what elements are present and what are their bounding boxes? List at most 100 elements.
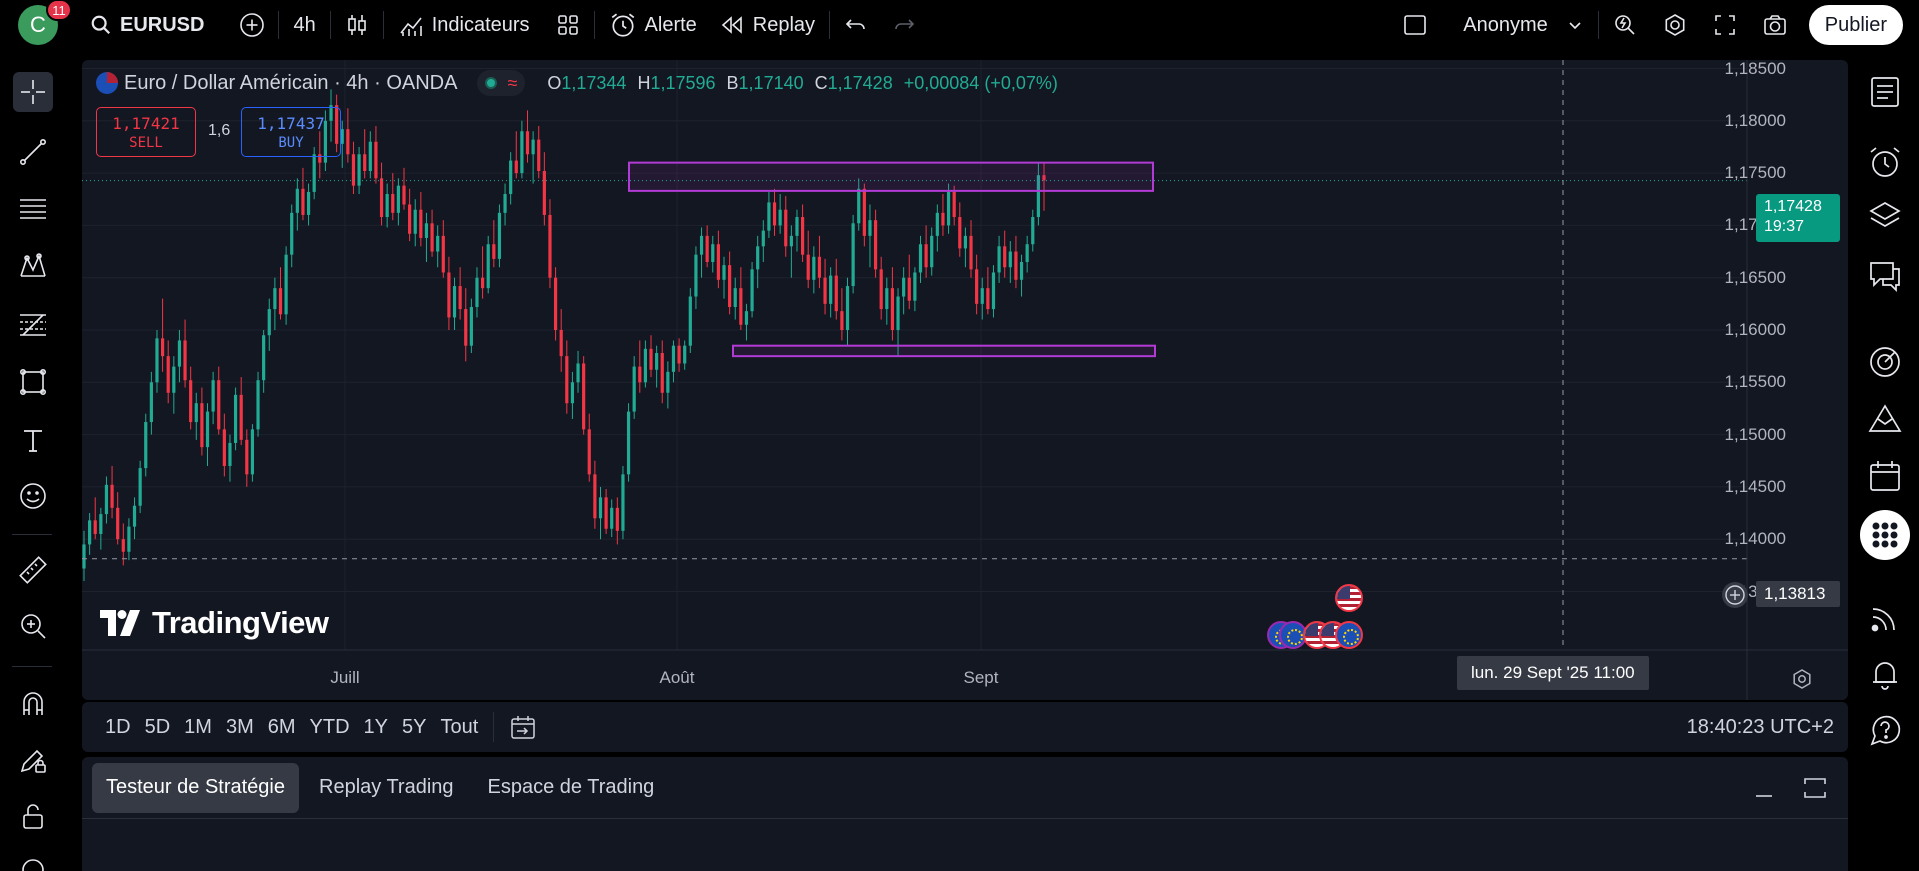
price-tick-label: 1,15500 [1724, 372, 1786, 392]
fib-tool-button[interactable] [13, 304, 53, 344]
candle-body [424, 223, 429, 238]
low-value: 1,17140 [738, 72, 804, 93]
text-tool-button[interactable] [13, 420, 53, 460]
candle-body [351, 154, 356, 186]
pattern-tool-button[interactable] [13, 246, 53, 286]
range-button-1y[interactable]: 1Y [363, 715, 389, 738]
range-button-3m[interactable]: 3M [225, 715, 254, 738]
magnet-tool-button[interactable] [13, 684, 53, 724]
horizontal-lines-tool-button[interactable] [13, 188, 53, 228]
range-button-1m[interactable]: 1M [184, 715, 212, 738]
candle-body [262, 335, 266, 381]
sell-button[interactable]: 1,17421 SELL [96, 107, 196, 157]
crosshair-time-label: lun. 29 Sept '25 11:00 [1457, 656, 1649, 690]
ideas-button[interactable] [1863, 396, 1907, 440]
axis-settings-button[interactable] [1790, 667, 1814, 691]
range-button-5d[interactable]: 5D [144, 715, 171, 738]
candle-body [82, 544, 86, 569]
candle-body [166, 356, 170, 393]
lock-drawings-button[interactable] [13, 796, 53, 836]
top-toolbar: C 11 EURUSD 4h Indicateurs Alerte Replay [0, 0, 1919, 50]
calendar-arrow-icon [511, 716, 536, 739]
rectangle-tool-button[interactable] [13, 362, 53, 402]
object-tree-button[interactable] [1863, 194, 1907, 238]
maximize-icon[interactable] [1802, 775, 1828, 801]
buy-button[interactable]: 1,17437 BUY [241, 107, 341, 157]
zoom-tool-button[interactable] [13, 606, 53, 646]
candle-body [655, 353, 659, 370]
range-button-tout[interactable]: Tout [440, 715, 479, 738]
indicators-button[interactable]: Indicateurs [390, 6, 538, 44]
candle-body [116, 507, 120, 540]
range-button-ytd[interactable]: YTD [309, 715, 350, 738]
crosshair-tool-button[interactable] [13, 72, 53, 112]
price-tick-label: 1,18000 [1724, 110, 1786, 130]
interval-button[interactable]: 4h [285, 6, 323, 44]
symbol-search-button[interactable]: EURUSD [82, 6, 212, 44]
candle-body [402, 185, 406, 205]
eu-event-marker[interactable] [1335, 621, 1363, 649]
products-button[interactable] [1860, 510, 1910, 560]
bottom-tab-1[interactable]: Replay Trading [319, 776, 454, 798]
candle-body [941, 212, 945, 226]
alerts-panel-button[interactable] [1863, 140, 1907, 184]
help-button[interactable] [1863, 708, 1907, 752]
chart-pane[interactable]: Euro / Dollar Américain · 4h · OANDA ≈ O… [82, 60, 1848, 700]
watchlist-button[interactable] [1863, 70, 1907, 114]
chat-button[interactable] [1863, 254, 1907, 298]
bottom-tab-2[interactable]: Espace de Trading [487, 776, 655, 798]
calendar-button[interactable] [1863, 454, 1907, 498]
tradingview-logo[interactable]: TradingView [100, 605, 329, 641]
publish-button[interactable]: Publier [1808, 5, 1903, 45]
user-avatar[interactable]: C 11 [18, 0, 72, 45]
toolbar-divider [493, 712, 495, 742]
trend-line-tool-button[interactable] [13, 132, 53, 172]
hide-drawings-button[interactable] [13, 850, 53, 871]
range-buttons: 1D 5D 1M 3M 6M YTD 1Y 5Y Tout [98, 709, 485, 745]
candle-body [464, 309, 468, 346]
snapshot-button[interactable] [1755, 6, 1795, 44]
range-button-1d[interactable]: 1D [105, 715, 131, 738]
chart-title[interactable]: Euro / Dollar Américain · 4h · OANDA [124, 71, 458, 94]
streams-button[interactable] [1863, 596, 1907, 640]
measure-tool-button[interactable] [13, 550, 53, 590]
candle-body [88, 520, 92, 545]
range-button-6m[interactable]: 6M [267, 715, 296, 738]
layout-name-menu[interactable]: Anonyme [1455, 6, 1592, 44]
candle-body [99, 514, 103, 534]
gauge-icon [1870, 347, 1900, 377]
draw-mode-tool-button[interactable] [13, 740, 53, 780]
undo-button[interactable] [836, 6, 876, 44]
redo-button[interactable] [884, 6, 924, 44]
candle-body [699, 235, 704, 255]
candle-body [391, 194, 395, 213]
templates-button[interactable] [548, 6, 588, 44]
quick-search-button[interactable] [1605, 6, 1645, 44]
settings-button[interactable] [1655, 6, 1695, 44]
range-button-5y[interactable]: 5Y [402, 715, 427, 738]
replay-button[interactable]: Replay [711, 6, 823, 44]
eu-event-marker[interactable] [1279, 621, 1307, 649]
candle-body [514, 160, 518, 174]
us-event-marker[interactable] [1335, 584, 1363, 612]
price-chart[interactable] [82, 60, 1848, 700]
market-status-pill[interactable]: ≈ [477, 70, 526, 96]
emoji-tool-button[interactable] [13, 476, 53, 516]
indicators-icon [400, 17, 422, 36]
add-alert-plus-button[interactable] [1722, 582, 1748, 608]
candle-body [245, 439, 249, 475]
timezone-clock[interactable]: 18:40:23 UTC+2 [1686, 715, 1834, 738]
technicals-button[interactable] [1863, 340, 1907, 384]
apps-grid-icon [1872, 522, 1898, 548]
chart-type-button[interactable] [337, 6, 377, 44]
bottom-tab-0[interactable]: Testeur de Stratégie [92, 762, 299, 813]
chevron-down-icon [1569, 22, 1581, 30]
alert-button[interactable]: Alerte [601, 6, 705, 44]
compare-symbol-button[interactable] [232, 6, 272, 44]
go-to-date-button[interactable] [502, 709, 544, 745]
minimize-icon[interactable] [1752, 776, 1776, 800]
camera-icon [1763, 15, 1786, 35]
fullscreen-button[interactable] [1705, 6, 1745, 44]
layout-select-button[interactable] [1395, 6, 1435, 44]
notifications-button[interactable] [1863, 652, 1907, 696]
